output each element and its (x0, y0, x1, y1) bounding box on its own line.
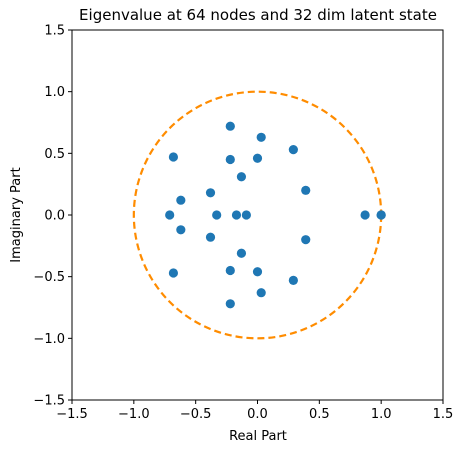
y-axis-label: Imaginary Part (9, 167, 24, 262)
x-tick-label: 1.5 (433, 407, 454, 422)
y-tick-label: −0.5 (33, 270, 65, 285)
eigenvalue-point (176, 225, 186, 235)
eigenvalue-point (212, 210, 222, 220)
y-tick-label: 0.0 (44, 209, 65, 224)
eigenvalue-point (288, 145, 298, 155)
y-tick-label: −1.0 (33, 332, 65, 347)
eigenvalue-point (252, 153, 263, 163)
x-tick-label: −1.5 (56, 407, 88, 422)
y-tick-label: 0.5 (44, 147, 65, 162)
eigenvalue-point (168, 152, 179, 162)
eigenvalue-point (288, 275, 298, 285)
eigenvalue-point (225, 265, 235, 276)
eigenvalue-point (168, 268, 179, 278)
y-tick-label: 1.5 (44, 24, 65, 39)
x-tick-label: −1.0 (118, 407, 150, 422)
eigenvalue-point (231, 210, 242, 220)
x-tick-label: 1.0 (371, 407, 392, 422)
eigenvalue-point (256, 288, 266, 298)
eigenvalue-point (252, 267, 263, 277)
ticks-layer: −1.5 −1.0 −0.5 0.0 0.5 1.0 1.5 −1.5 −1.0 −0.5 0.0 0… (33, 24, 453, 423)
data-layer (132, 90, 386, 340)
eigenvalue-point (301, 235, 311, 245)
eigenvalue-point (241, 210, 251, 220)
x-tick-label: 0.5 (309, 407, 330, 422)
eigenvalue-point (165, 210, 175, 220)
eigenvalue-point (236, 248, 247, 258)
eigenvalue-point (205, 232, 216, 242)
eigenvalue-point (376, 210, 386, 220)
eigenvalue-point (176, 195, 186, 205)
x-tick-label: 0.0 (247, 407, 268, 422)
y-tick-label: 1.0 (44, 85, 65, 100)
x-axis-label: Real Part (229, 429, 287, 444)
eigenvalue-point (225, 299, 235, 309)
eigenvalue-point (205, 188, 216, 198)
x-tick-label: −0.5 (180, 407, 212, 422)
eigenvalue-point (256, 132, 266, 142)
y-tick-label: −1.5 (33, 394, 65, 409)
eigenvalue-point (225, 121, 235, 131)
chart-title: Eigenvalue at 64 nodes and 32 dim latent… (79, 6, 437, 24)
eigenvalue-point (236, 172, 247, 182)
eigenvalue-point (225, 154, 235, 165)
eigenvalue-point (301, 185, 311, 195)
eigenvalue-point (360, 210, 370, 220)
